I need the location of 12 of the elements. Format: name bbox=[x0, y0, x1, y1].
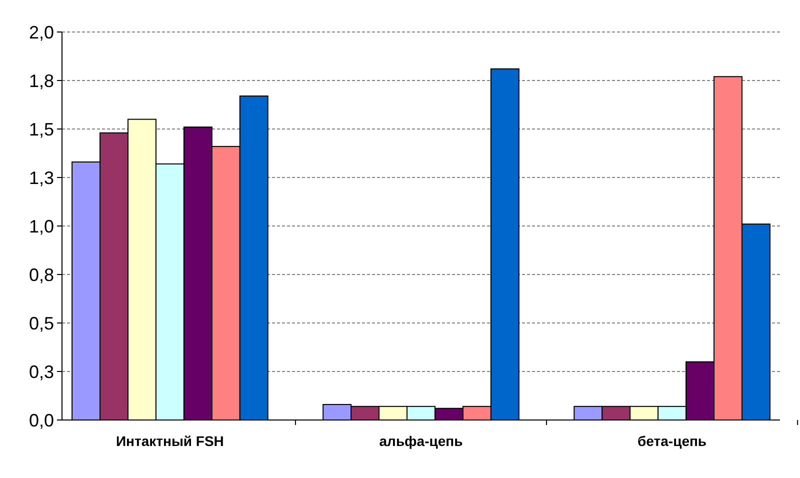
x-tick-label: альфа-цепь bbox=[379, 433, 464, 449]
y-tick-label: 1,8 bbox=[28, 70, 54, 91]
y-tick-label: 1,0 bbox=[28, 216, 54, 236]
x-tick-label: Интактный FSH bbox=[116, 433, 224, 449]
y-tick-label: 1,3 bbox=[28, 168, 54, 188]
y-tick-label: 0,8 bbox=[28, 264, 54, 285]
y-tick-label: 0,3 bbox=[28, 362, 54, 382]
y-tick-label: 0,0 bbox=[28, 410, 54, 430]
x-tick-label: бета-цепь bbox=[638, 433, 707, 449]
y-tick-label: 2,0 bbox=[28, 22, 54, 42]
y-tick-label: 1,5 bbox=[28, 119, 54, 140]
y-tick-label: 0,5 bbox=[28, 313, 54, 334]
